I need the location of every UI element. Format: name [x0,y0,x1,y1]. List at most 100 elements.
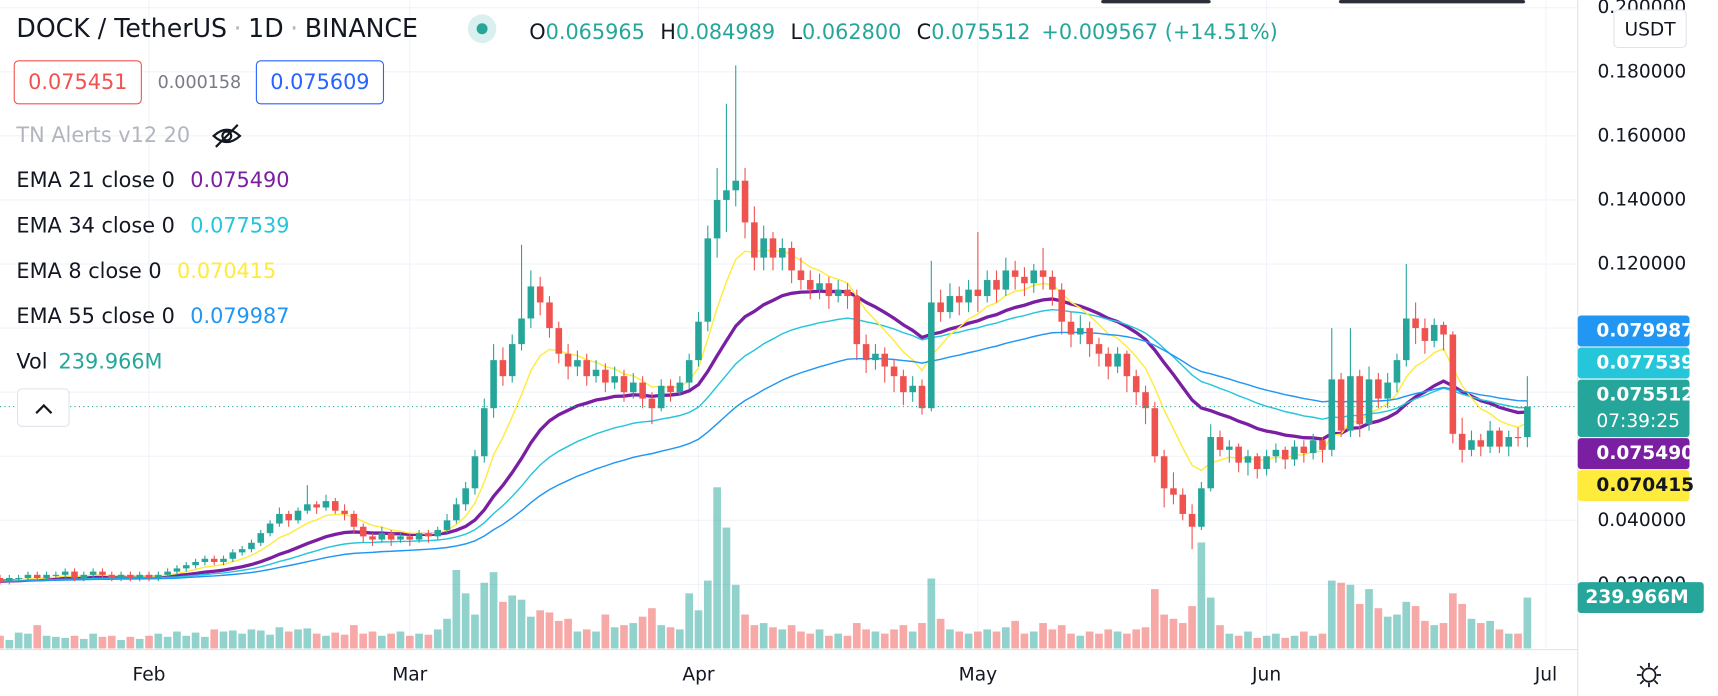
volume-bar [536,610,544,649]
buy-button[interactable] [255,60,385,105]
y-tick-label: 0.160000 [1597,125,1686,146]
volume-bar [815,629,824,649]
ohlc-value: 0.084989 [676,20,775,44]
volume-bar [1234,635,1243,649]
volume-bar [843,635,852,649]
volume-bar [0,635,4,649]
candle-body [313,504,320,508]
candle-body [192,561,199,566]
candle-body [1170,488,1177,495]
volume-bar [852,623,861,649]
candle-body [816,283,823,290]
candle-body [1151,408,1159,457]
ema-line [0,308,1528,582]
volume-bar [1523,597,1532,649]
symbol: DOCK / TetherUS [16,14,227,43]
volume-bar [499,601,507,649]
ema-name: EMA 8 close 0 [16,259,161,283]
candle-body [1086,328,1093,345]
volume-bar [1197,542,1206,649]
candle-body [415,533,423,540]
volume-bar [294,629,302,649]
candle-body [1114,353,1121,367]
volume-bar [787,625,796,649]
y-tick-label: 0.140000 [1597,189,1686,210]
sell-button[interactable] [13,60,142,105]
candle-body [1356,376,1364,425]
candle-body [33,574,41,579]
ema-name: EMA 55 close 0 [16,304,174,328]
candle-body [1188,513,1196,527]
candle-body [434,529,442,537]
candle-body [667,385,674,393]
volume-bar [1262,635,1271,649]
volume-bar [908,631,917,649]
candle-body [779,247,786,258]
volume-bar [527,616,535,649]
x-tick-label: Feb [133,664,166,685]
candle-body [508,344,516,377]
ohlc-value: 0.075512 [931,20,1030,44]
candle-body [574,360,581,367]
volume-bar [1150,589,1159,649]
candle-body [331,501,339,511]
volume-bar [219,631,228,649]
ema-layer [0,248,1528,583]
ema-legend-item: EMA 34 close 0 0.077539 [16,213,289,237]
volume-bar [983,629,992,649]
price-badge [1577,315,1690,347]
candle-body [1337,379,1345,431]
y-tick-label: 0.040000 [1597,510,1686,531]
price-badge [1577,347,1690,379]
volume-bar [145,635,153,649]
candle-body [881,353,889,367]
volume-bar [1011,620,1019,649]
candle-layer [0,65,1578,585]
volume-bar [1057,625,1066,649]
candle-body [1300,446,1308,454]
candle-body [695,321,702,361]
settings-icon[interactable] [1636,662,1662,688]
volume-bar [210,629,219,649]
candle-body [1253,456,1261,470]
candle-body [862,344,870,361]
volume-bar [471,614,479,649]
volume-bar [126,636,135,649]
candle-body [1281,449,1289,460]
ema-value: 0.070415 [177,259,276,283]
volume-bar [1160,614,1168,649]
candle-body [1365,379,1373,425]
volume-bar [694,610,703,649]
candle-body [490,360,497,409]
price-badge [1577,438,1690,470]
candle-body [397,536,404,540]
volume-bar [1188,606,1196,649]
candle-body [369,536,376,540]
candle-body [359,526,367,537]
volume-bar [974,631,982,649]
candle-body [108,574,116,579]
candle-body [1132,376,1140,393]
candle-body [406,536,414,540]
candle-body [164,571,171,575]
hide-icon[interactable] [212,124,242,148]
market-status-dot [476,23,488,35]
candle-body [704,238,712,322]
collapse-button[interactable] [16,388,70,427]
volume-bar [303,628,312,649]
interval: 1D [248,14,283,43]
currency-button[interactable] [1613,9,1687,49]
candle-body [1198,488,1205,527]
volume-bar [461,593,470,649]
volume-bar [955,631,964,649]
candle-body [620,376,628,393]
candle-body [210,558,218,562]
candle-body [937,302,944,313]
candle-body [1216,437,1224,450]
volume-bar [331,632,340,649]
volume-bar [135,638,144,649]
candle-body [797,270,805,281]
volume-bar [750,625,759,649]
